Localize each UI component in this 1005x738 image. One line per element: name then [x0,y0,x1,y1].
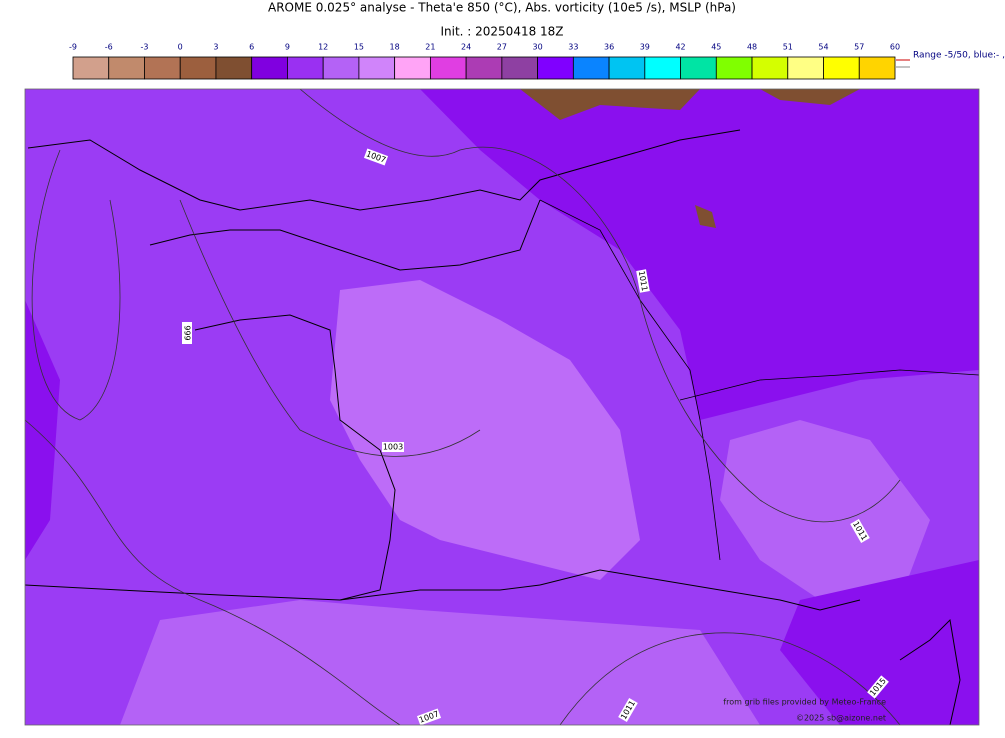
colorbar-tick-label: 0 [178,43,183,52]
title: AROME 0.025° analyse - Theta'e 850 (°C),… [268,1,736,15]
coastline [25,584,541,601]
colorbar-tick-label: 18 [390,43,400,52]
isobar-label-bg [850,518,870,544]
brown-patch [520,89,700,120]
isobar-label-bg [618,697,638,723]
colorbar-box [251,56,288,80]
isobar-label-bg [363,148,389,166]
isobar [31,149,121,421]
isobar-label-bg [382,442,404,452]
colorbar-tick-label: 60 [890,43,900,52]
colorbar-box [394,56,431,80]
colorbar-box [179,56,217,80]
colorbar: -9 -6 -3 0 3 6 9 12 15 18 21 24 27 30 33 36 39 42 45 48 51 54… [69,43,900,80]
darker-region [25,300,60,560]
colorbar-box [358,56,396,80]
colorbar-tick-label: 33 [568,43,578,52]
colorbar-box [608,56,646,80]
map-frame [24,88,980,726]
isobar [179,199,481,457]
coastline [27,129,741,211]
colorbar-tick-label: 24 [461,43,471,52]
colorbar-box [823,56,860,80]
colorbar-tick-label: 45 [711,43,721,52]
colorbar-tick-label: 6 [249,43,254,52]
colorbar-tick-label: -3 [140,43,148,52]
colorbar-box [858,56,896,80]
light-region [120,600,760,725]
colorbar-box [715,56,753,80]
border [539,199,721,561]
coastline [194,314,396,601]
isobar-label: 1011 [637,270,649,292]
colorbar-tick-label: 9 [285,43,290,52]
colorbar-box [537,56,574,80]
colorbar-box [72,56,110,80]
colorbar-box [287,56,324,80]
isobar-label-bg [182,322,192,344]
colorbar-tick-label: -6 [105,43,113,52]
colorbar-tick-label: 42 [675,43,685,52]
source-credit: from grib files provided by Meteo-France [723,698,886,707]
colorbar-box [572,56,610,80]
darker-region [420,89,979,420]
colorbar-box [108,56,145,80]
colorbar-box [322,56,360,80]
brown-patch [760,89,860,105]
coastline [539,569,861,611]
colorbar-tick-label: -9 [69,43,77,52]
border [679,369,979,401]
colorbar-box [751,56,789,80]
isobar-label-bg [867,675,889,699]
colorbar-tick-label: 36 [604,43,614,52]
colorbar-tick-label: 27 [497,43,507,52]
brown-patch [695,205,716,228]
colorbar-box [644,56,681,80]
isobar-label: 999 [183,325,192,340]
colorbar-box [144,56,181,80]
light-region [720,420,930,600]
light-region [330,280,640,580]
isobar-label-bg [416,708,442,725]
colorbar-tick-label: 54 [818,43,828,52]
range-note: Range -5/50, blue:- , r [913,51,1005,61]
coastline [149,199,541,271]
init-time: Init. : 20250418 18Z [440,25,563,39]
colorbar-tick-label: 15 [354,43,364,52]
isobar-label-bg [636,269,650,293]
darker-region [780,560,979,725]
copyright: ©2025 sb@aizone.net [796,714,886,723]
colorbar-tick-label: 48 [747,43,757,52]
colorbar-tick-label: 12 [318,43,328,52]
colorbar-box [787,56,824,80]
isobar-label: 1003 [383,443,403,452]
colorbar-box [680,56,717,80]
colorbar-tick-label: 51 [783,43,793,52]
colorbar-box [215,56,253,80]
colorbar-tick-label: 3 [213,43,218,52]
isobar [25,419,401,725]
colorbar-box [501,56,539,80]
isobar [299,89,901,523]
colorbar-tick-label: 30 [533,43,543,52]
coastline [899,618,961,725]
colorbar-tick-label: 21 [425,43,435,52]
colorbar-tick-label: 57 [854,43,864,52]
colorbar-box [429,56,467,80]
colorbar-tick-label: 39 [640,43,650,52]
colorbar-box [465,56,503,80]
